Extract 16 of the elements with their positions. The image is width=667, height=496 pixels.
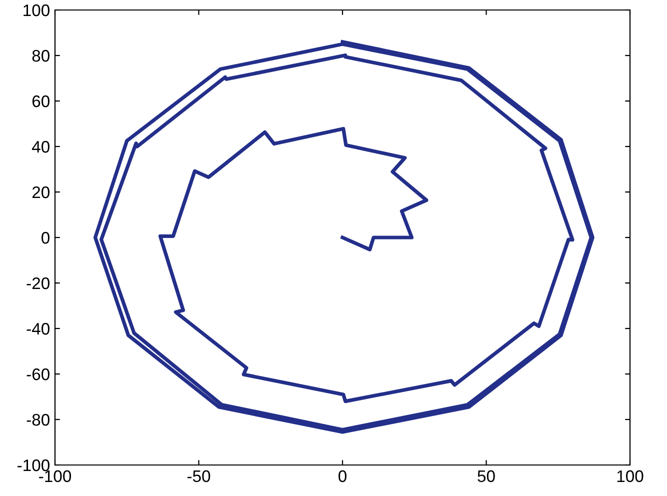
y-tick-label: 60: [32, 95, 50, 108]
y-tick-label: 80: [32, 50, 50, 62]
y-tick-label: 100: [24, 4, 50, 16]
y-tick-label: 40: [32, 140, 50, 153]
y-tick-label: -20: [26, 277, 50, 290]
y-tick-label: -80: [26, 414, 50, 426]
x-tick-label: 0: [338, 470, 346, 482]
y-tick-label: -40: [26, 322, 50, 335]
line-series: [93, 40, 594, 434]
x-tick-label: -50: [187, 470, 210, 482]
y-tick-label: -100: [18, 459, 50, 472]
x-tick-label: 50: [478, 470, 495, 482]
y-tick-label: -60: [26, 368, 50, 380]
y-tick-label: 0: [42, 232, 50, 244]
y-tick-label: 20: [32, 186, 50, 198]
x-tick-label: 100: [617, 470, 644, 482]
